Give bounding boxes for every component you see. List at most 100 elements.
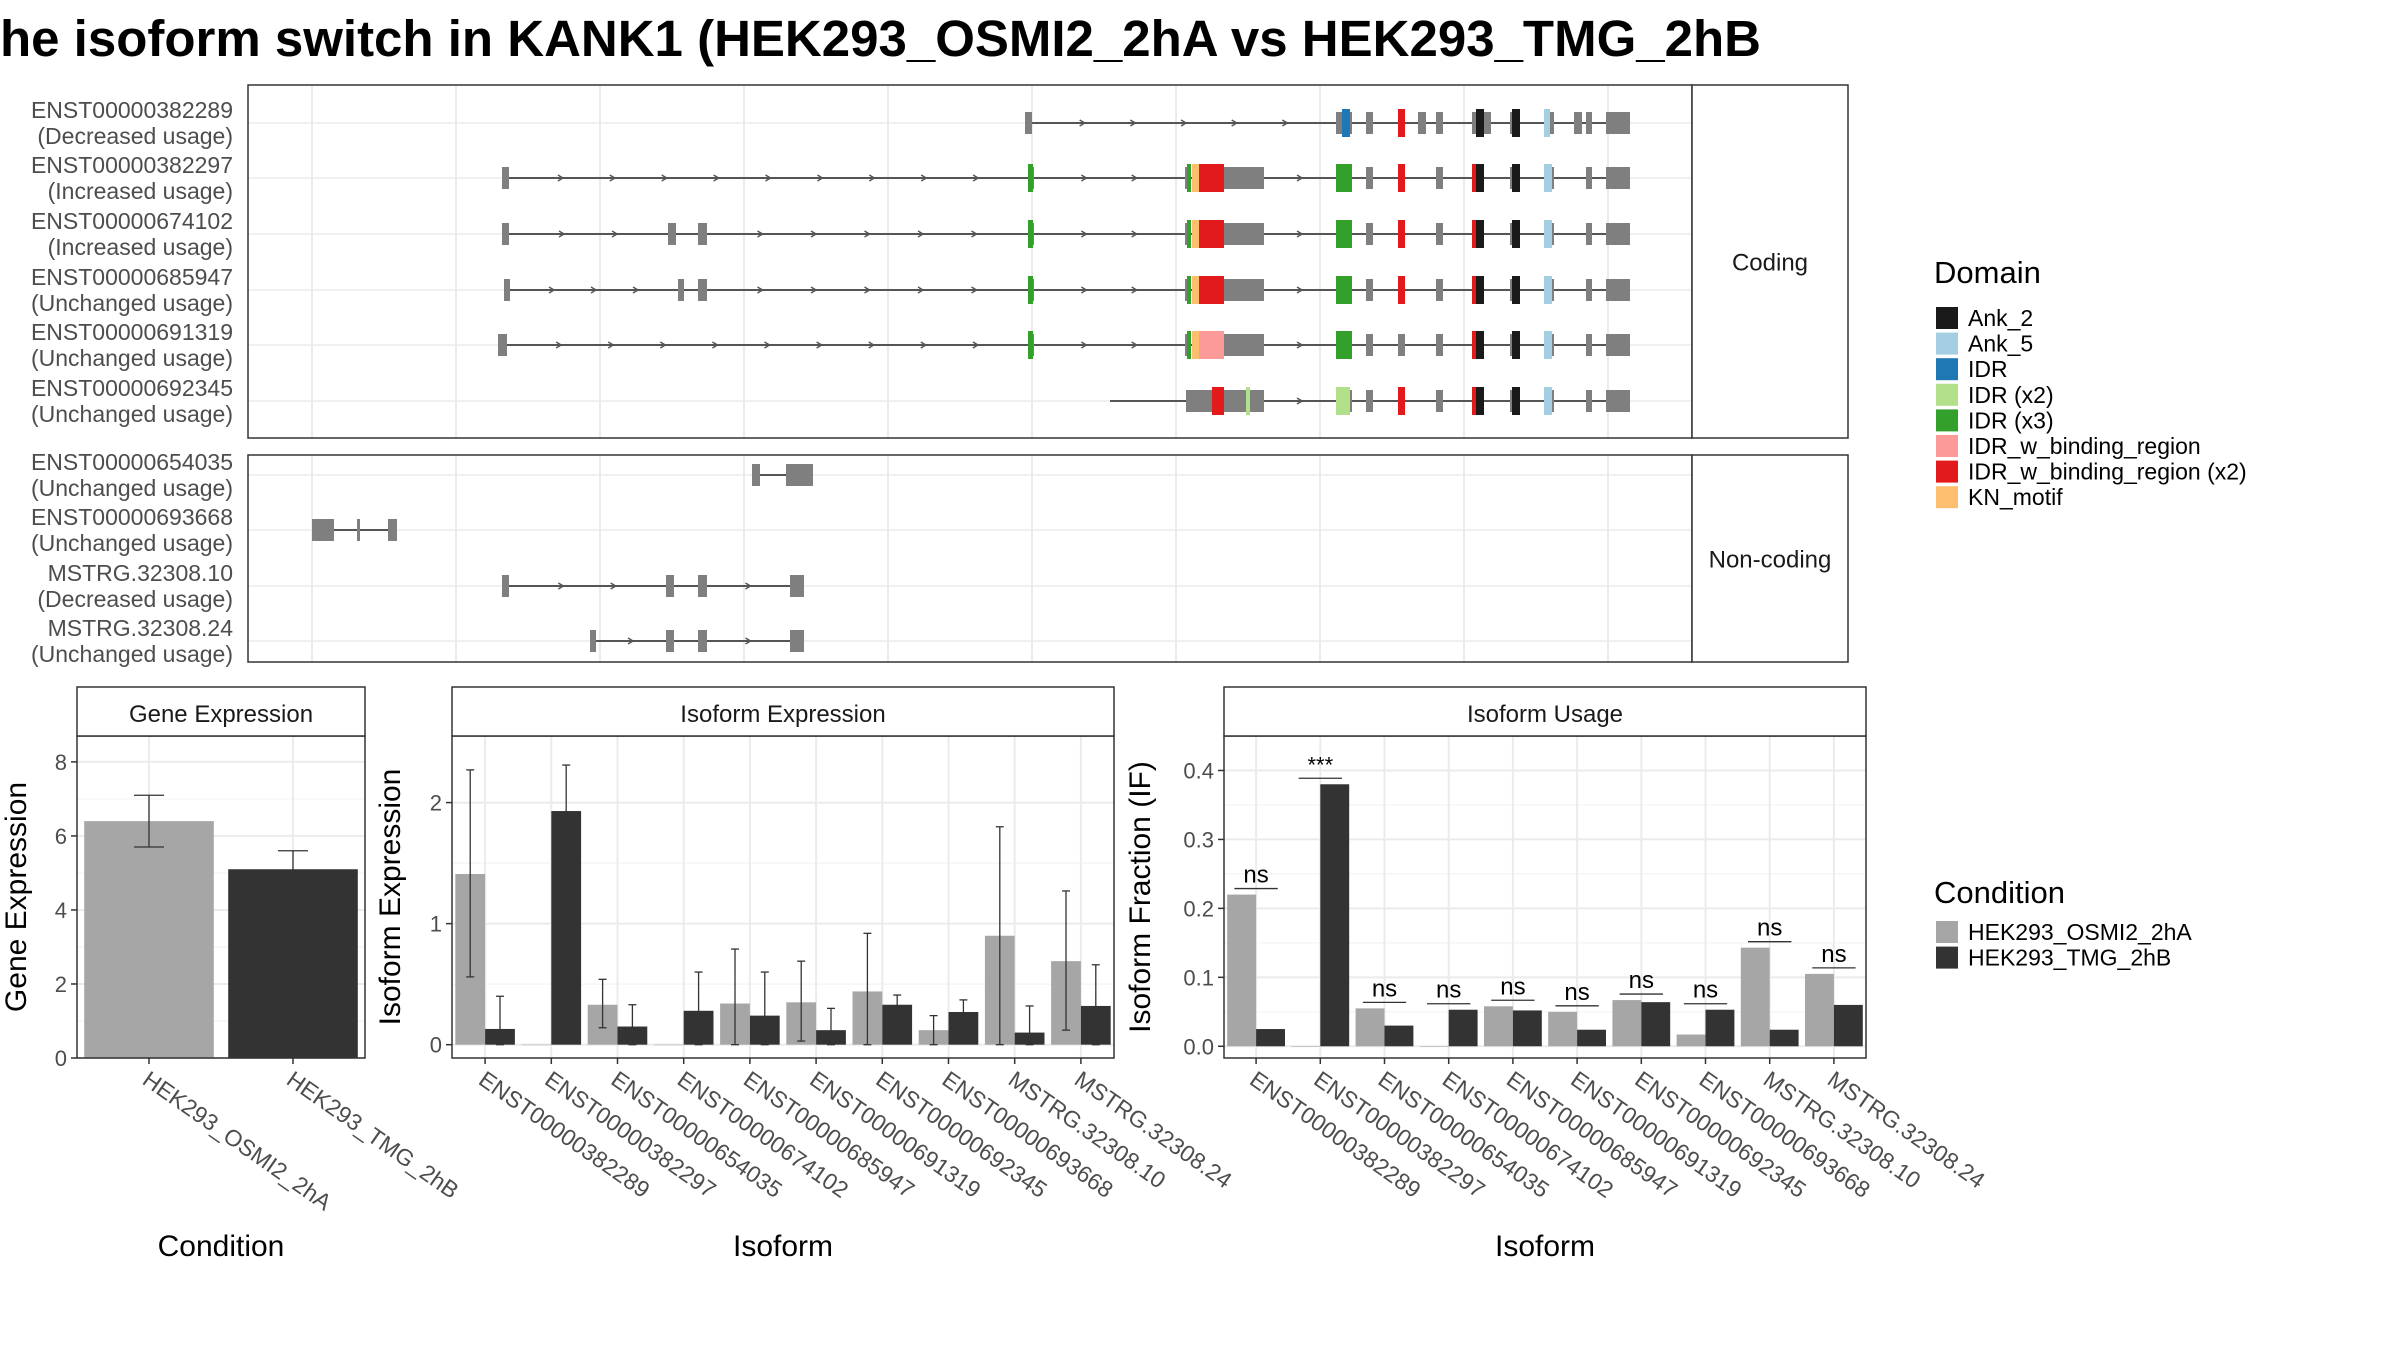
intron-arrow — [1080, 286, 1088, 294]
intron-arrow — [607, 341, 615, 349]
domain-legend-label: IDR_w_binding_region — [1968, 433, 2201, 459]
exon — [1586, 390, 1592, 412]
structure-panel-bg — [248, 85, 1692, 438]
exon — [1398, 334, 1405, 356]
domain-block — [1212, 387, 1224, 415]
exon — [668, 223, 676, 245]
condition-legend-swatch — [1936, 921, 1958, 943]
y-tick-label: 0.2 — [1183, 896, 1214, 921]
y-axis-title: Gene Expression — [0, 782, 33, 1012]
intron-arrow — [1296, 230, 1304, 238]
domain-block — [1472, 387, 1478, 415]
exon — [504, 279, 510, 301]
exon — [1226, 279, 1256, 301]
bar — [1740, 947, 1770, 1047]
intron-arrow — [1281, 119, 1289, 127]
x-axis-title: Isoform — [733, 1230, 833, 1263]
intron-arrow — [817, 174, 824, 182]
intron-arrow — [557, 174, 565, 182]
significance-label: ns — [1436, 977, 1461, 1004]
isoform-usage-label: (Unchanged usage) — [31, 641, 233, 667]
domain-block — [1342, 109, 1350, 137]
significance-label: ns — [1629, 967, 1654, 994]
domain-block — [1187, 276, 1191, 304]
exon — [790, 575, 804, 597]
domain-block — [1544, 276, 1552, 304]
domain-legend-label: KN_motif — [1968, 484, 2063, 510]
exon — [698, 223, 707, 245]
panel-title: Gene Expression — [129, 701, 313, 728]
exon — [1586, 279, 1592, 301]
bar — [1291, 1046, 1321, 1047]
exon — [1256, 334, 1264, 356]
exon — [1606, 390, 1630, 412]
isoform-usage-label: (Decreased usage) — [37, 123, 233, 149]
intron-arrow — [558, 230, 566, 238]
exon — [1436, 167, 1443, 189]
isoform-id-label: ENST00000692345 — [31, 375, 233, 401]
panel-strip — [451, 686, 1115, 737]
exon — [666, 630, 674, 652]
isoform-id-label: ENST00000685947 — [31, 264, 233, 290]
domain-block — [1512, 276, 1520, 304]
condition-legend-title: Condition — [1934, 875, 2065, 910]
exon — [698, 575, 707, 597]
intron-arrow — [765, 174, 772, 182]
structure-panel-bg — [248, 455, 1692, 662]
intron-arrow — [745, 582, 752, 590]
bar — [1448, 1009, 1478, 1047]
domain-block — [1472, 220, 1478, 248]
isoform-id-label: ENST00000693668 — [31, 504, 233, 530]
exon — [1606, 112, 1630, 134]
y-tick-label: 0.1 — [1183, 965, 1214, 990]
domain-legend-swatch — [1936, 332, 1958, 355]
exon — [1606, 279, 1630, 301]
intron-arrow — [1131, 174, 1139, 182]
intron-arrow — [1296, 174, 1304, 182]
exon — [1366, 112, 1373, 134]
domain-block — [1476, 109, 1484, 137]
significance-label: *** — [1307, 752, 1333, 777]
bar — [84, 821, 214, 1058]
isoform-id-label: ENST00000674102 — [31, 208, 233, 234]
domain-block — [1476, 387, 1484, 415]
bar — [1256, 1029, 1285, 1047]
bar — [1805, 973, 1834, 1047]
exon — [1256, 390, 1264, 412]
panel-title: Isoform Usage — [1467, 701, 1623, 728]
y-tick-label: 0.3 — [1183, 827, 1214, 852]
domain-legend-swatch — [1936, 307, 1958, 329]
isoform-usage-label: (Unchanged usage) — [31, 290, 233, 316]
bar — [1320, 784, 1350, 1047]
intron-arrow — [1296, 341, 1304, 349]
exon — [786, 464, 813, 486]
y-tick-label: 8 — [55, 750, 67, 775]
isoform-usage-label: (Unchanged usage) — [31, 475, 233, 501]
exon — [1226, 334, 1256, 356]
intron-arrow — [548, 286, 556, 294]
intron-arrow — [611, 230, 619, 238]
domain-block — [1512, 109, 1520, 137]
domain-block — [1199, 276, 1224, 304]
exon — [1366, 390, 1373, 412]
intron-arrow — [1080, 341, 1088, 349]
expression-bar-panels: Gene Expression02468HEK293_OSMI2_2hAHEK2… — [0, 686, 1990, 1263]
domain-legend-label: IDR (x2) — [1968, 382, 2054, 408]
exon — [698, 630, 707, 652]
panel-strip — [76, 686, 366, 737]
domain-block — [1028, 164, 1033, 192]
exon — [502, 167, 509, 189]
exon — [498, 334, 507, 356]
domain-block — [1192, 164, 1199, 192]
exon — [1586, 112, 1592, 134]
intron-arrow — [972, 174, 980, 182]
bar — [1548, 1011, 1578, 1047]
exon — [752, 464, 760, 486]
exon — [1226, 390, 1256, 412]
exon — [1606, 167, 1630, 189]
isoform-usage-label: (Increased usage) — [48, 234, 233, 260]
exon — [1418, 112, 1426, 134]
